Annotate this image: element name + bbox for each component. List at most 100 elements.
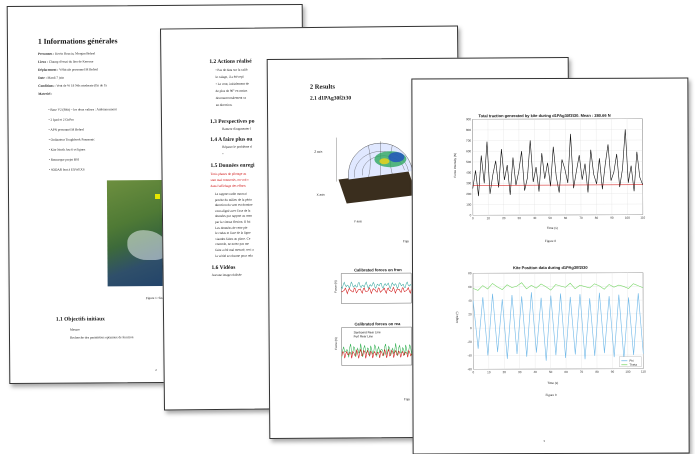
y-tick-label: 20 xyxy=(468,312,472,316)
info-label: Déplacement : xyxy=(38,67,59,72)
front-forces-chart xyxy=(340,272,412,304)
front-series-2 xyxy=(341,286,412,295)
info-label: Lieux : xyxy=(38,59,49,64)
info-line: Personnes : Kevin Roucin, Morgan Behrel xyxy=(38,51,95,56)
legend-port: Port Rear Line xyxy=(353,334,373,339)
section-heading: 1.6 Vidéos xyxy=(211,264,236,272)
info-value: Véhicule personnel M Behrel xyxy=(58,67,99,72)
figure-caption: Figu xyxy=(404,397,411,402)
y-axis-label: Force (N) xyxy=(333,280,338,293)
x-tick-label: 50 xyxy=(548,216,552,220)
y-tick-label: 300 xyxy=(466,181,471,185)
info-line: Lieux : Champ d'essai du lieu de Kerroue xyxy=(38,59,94,64)
x-tick-label: 100 xyxy=(625,216,630,220)
subsection-title: 1.1 Objectifs initiaux xyxy=(55,316,105,323)
x-tick-label: 20 xyxy=(503,370,507,374)
info-line: Date : Mardi 7 juin xyxy=(38,75,65,81)
gridline-y xyxy=(473,286,644,288)
info-label: Personnes : xyxy=(38,51,55,56)
series-line xyxy=(472,282,644,291)
x-tick-label: 100 xyxy=(625,370,630,374)
gridline-y xyxy=(473,354,644,356)
subsection-title: 2.1 d1PAg30f2t30 xyxy=(309,95,352,102)
y-tick-label: 500 xyxy=(466,160,471,164)
gridline-y xyxy=(472,150,643,152)
text-line: données pur rapport au nom xyxy=(214,214,252,219)
series-line xyxy=(472,292,644,361)
gridline-y xyxy=(473,299,644,301)
info-value: Vent de W 18 Nds moderate (fin de l'a xyxy=(55,83,107,88)
bullet-marker: • xyxy=(222,151,224,156)
section-heading: 1.3 Perspectives po xyxy=(209,118,255,126)
material-item: • Kite North Jaw® et lignes xyxy=(48,147,86,152)
action-item: le calage, il a été repl xyxy=(215,74,244,79)
x-tick-label: 30 xyxy=(518,370,522,374)
material-item: • Ordinateur Toughbook Panasonic xyxy=(48,137,95,142)
gridline-y xyxy=(473,368,644,370)
gridline-y xyxy=(472,203,643,205)
x-tick-label: 10 xyxy=(487,370,491,374)
gridline-y xyxy=(473,313,644,315)
starboard-rear-line xyxy=(341,343,412,358)
chart-title: Calibrated forces on fron xyxy=(354,267,402,273)
y-tick-label: 900 xyxy=(466,117,471,121)
action-item: • Pas de data sur la calib xyxy=(215,67,248,72)
front-series-1 xyxy=(341,281,412,290)
3d-trajectory-plot xyxy=(328,117,419,218)
x-tick-label: 80 xyxy=(595,216,599,220)
chart-title: Calibrated forces on rea xyxy=(354,321,401,327)
legend-box xyxy=(619,356,642,367)
y-tick-label: 40 xyxy=(468,299,472,303)
info-line: Déplacement : Véhicule personnel M Behre… xyxy=(38,67,99,72)
gridline-y xyxy=(472,193,643,195)
chart2-title: Kite Position data during d1PAg30f2t30 xyxy=(512,264,588,271)
legend-label: Phi xyxy=(629,359,634,363)
x-tick-label: 90 xyxy=(610,216,614,220)
x-tick-label: 110 xyxy=(640,216,645,220)
action-item: de plus de 90° en moins xyxy=(215,88,248,93)
x-tick-label: 110 xyxy=(641,370,646,374)
y-tick-label: 600 xyxy=(466,149,471,153)
y-axis-label: Y axis xyxy=(353,219,362,224)
x-tick-label: 90 xyxy=(611,370,615,374)
page-number: 5 xyxy=(543,439,546,444)
section-title: 2 Results xyxy=(309,83,336,91)
x-axis-label: X axis xyxy=(316,192,325,197)
material-item: • APN personnel M Behrel xyxy=(48,127,84,132)
gridline-y xyxy=(472,139,643,141)
text-line: viandes faites au place. Ce xyxy=(215,236,251,241)
red-line: sont mal connectés, on voit c xyxy=(210,177,249,183)
info-label: Conditions : xyxy=(38,83,56,88)
text-line: la vérité se résume pour rela xyxy=(215,253,253,258)
x-tick-label: 0 xyxy=(473,370,475,374)
y-tick-label: 80 xyxy=(468,271,472,275)
y-tick-label: 0 xyxy=(470,326,472,330)
y-tick-label: 60 xyxy=(468,285,472,289)
x-tick-label: 20 xyxy=(502,216,506,220)
x-tick-label: 40 xyxy=(533,216,537,220)
y-tick-label: 700 xyxy=(466,139,471,143)
info-line: Conditions : Vent de W 18 Nds moderate (… xyxy=(38,83,107,88)
document-page-4: Total traction generated by kite during … xyxy=(411,77,690,454)
info-value: Champ d'essai du lieu de Kerroue xyxy=(48,59,94,64)
port-rear-line xyxy=(341,348,412,359)
z-axis-label: Z axis xyxy=(314,149,323,154)
chart1-xlabel: Time (s) xyxy=(546,225,558,231)
sub-bullet: Recherche des paramètres optimaux de fon… xyxy=(69,335,134,340)
y-tick-label: 100 xyxy=(466,203,471,207)
paragraph: Aucune image réalisée xyxy=(211,272,242,278)
text-line: proche du milieu de la pério xyxy=(214,197,252,202)
info-lines xyxy=(8,5,302,7)
info-value: Mardi 7 juin xyxy=(46,75,65,80)
figure-caption: Figu xyxy=(402,239,410,244)
info-label: Date : xyxy=(38,75,47,80)
section-heading: 1.2 Actions réalisé xyxy=(209,58,252,66)
chart2-xlabel: Time (s) xyxy=(547,380,559,386)
text-line: controle, ne notez pas me xyxy=(215,242,249,247)
bullet: Réparer le problème d xyxy=(222,144,252,149)
text-line: par la vitesse flexion. Il fai xyxy=(215,219,251,225)
text-line: direction du vent est domine xyxy=(214,202,253,208)
figure-caption: Figure 8 xyxy=(544,238,557,244)
x-tick-label: 60 xyxy=(564,216,568,220)
